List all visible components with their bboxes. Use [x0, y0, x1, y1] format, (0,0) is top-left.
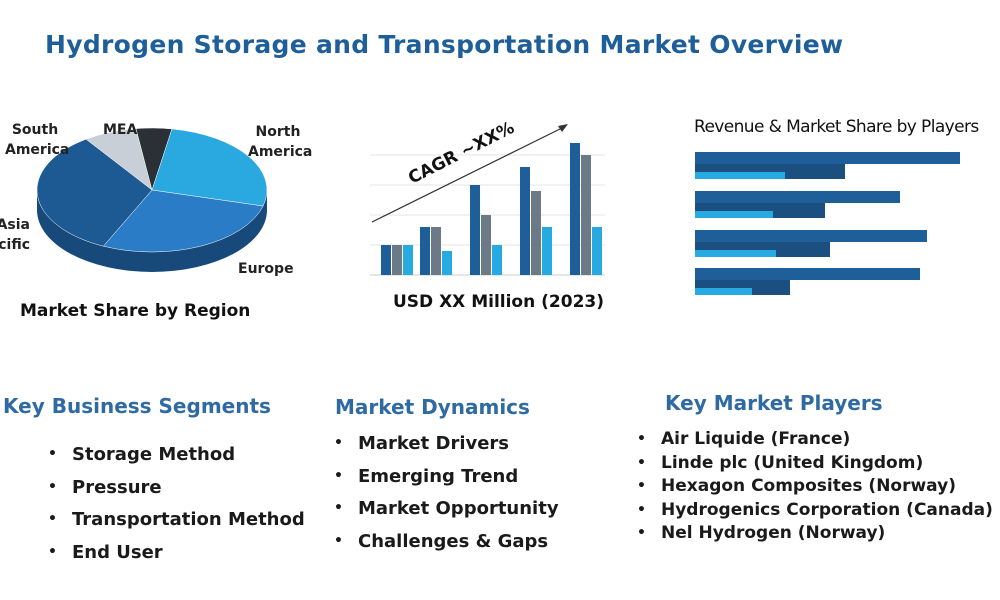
decor-bar	[481, 215, 491, 275]
decor-bar	[695, 172, 785, 179]
decor-bar	[695, 288, 752, 295]
list-item: Hydrogenics Corporation (Canada)	[637, 500, 993, 524]
decor-bar	[695, 230, 927, 242]
decor-bar	[695, 211, 773, 218]
list-item: Transportation Method	[48, 509, 305, 542]
list-item: Emerging Trend	[334, 466, 559, 499]
decor-bar	[570, 143, 580, 275]
pie-label: Asia Pacific	[0, 217, 30, 253]
pie-label: MEA	[103, 122, 138, 138]
pie-caption: Market Share by Region	[20, 301, 251, 321]
decor-bar	[431, 227, 441, 275]
pie-label: North America	[248, 124, 313, 160]
region-pie	[36, 127, 268, 272]
decor-bar	[392, 245, 402, 275]
segment-list: Storage MethodPressureTransportation Met…	[48, 444, 305, 575]
list-item: Market Opportunity	[334, 498, 559, 531]
list-item: Hexagon Composites (Norway)	[637, 476, 993, 500]
list-item: End User	[48, 542, 305, 575]
players-bars	[695, 152, 960, 295]
list-item: Air Liquide (France)	[637, 429, 993, 453]
list-item: Market Drivers	[334, 433, 559, 466]
pie-label: South America	[5, 122, 70, 158]
decor-bar	[581, 155, 591, 275]
section-heading: Market Dynamics	[335, 395, 530, 419]
decor-bar	[542, 227, 552, 275]
decor-bar	[531, 191, 541, 275]
pie-label: Europe	[238, 261, 294, 277]
players-list: Air Liquide (France)Linde plc (United Ki…	[637, 429, 993, 547]
list-item: Storage Method	[48, 444, 305, 477]
section-heading: Key Market Players	[665, 391, 883, 415]
decor-bar	[695, 152, 960, 164]
decor-bar	[695, 268, 920, 280]
decor-bar	[520, 167, 530, 275]
pie-slice	[36, 138, 153, 247]
decor-bar	[403, 245, 413, 275]
section-heading: Key Business Segments	[3, 394, 271, 418]
list-item: Linde plc (United Kingdom)	[637, 453, 993, 477]
pie-slice	[102, 189, 264, 253]
decor-bar	[695, 191, 900, 203]
growth-caption: USD XX Million (2023)	[393, 292, 604, 312]
list-item: Challenges & Gaps	[334, 531, 559, 564]
list-item: Nel Hydrogen (Norway)	[637, 523, 993, 547]
decor-bar	[695, 250, 776, 257]
pie-slice	[151, 128, 268, 207]
page-title: Hydrogen Storage and Transportation Mark…	[45, 30, 844, 59]
decor-bar	[492, 245, 502, 275]
decor-bar	[381, 245, 391, 275]
decor-bar	[442, 251, 452, 275]
decor-bar	[592, 227, 602, 275]
decor-bar	[420, 227, 430, 275]
players-chart-title: Revenue & Market Share by Players	[694, 117, 979, 137]
growth-chart: CAGR ~XX%	[370, 118, 605, 276]
list-item: Pressure	[48, 477, 305, 510]
decor-bar	[470, 185, 480, 275]
dynamics-list: Market DriversEmerging TrendMarket Oppor…	[334, 433, 559, 564]
